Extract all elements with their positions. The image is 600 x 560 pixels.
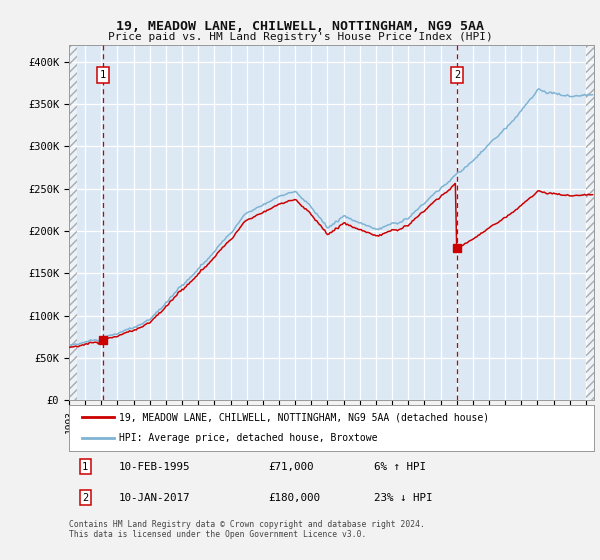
Text: £180,000: £180,000	[269, 493, 320, 503]
Text: Price paid vs. HM Land Registry's House Price Index (HPI): Price paid vs. HM Land Registry's House …	[107, 32, 493, 43]
Text: 2: 2	[82, 493, 88, 503]
Text: Contains HM Land Registry data © Crown copyright and database right 2024.
This d: Contains HM Land Registry data © Crown c…	[69, 520, 425, 539]
Text: 23% ↓ HPI: 23% ↓ HPI	[373, 493, 432, 503]
Text: 19, MEADOW LANE, CHILWELL, NOTTINGHAM, NG9 5AA: 19, MEADOW LANE, CHILWELL, NOTTINGHAM, N…	[116, 20, 484, 32]
Text: 10-JAN-2017: 10-JAN-2017	[119, 493, 190, 503]
Text: 10-FEB-1995: 10-FEB-1995	[119, 461, 190, 472]
Text: 19, MEADOW LANE, CHILWELL, NOTTINGHAM, NG9 5AA (detached house): 19, MEADOW LANE, CHILWELL, NOTTINGHAM, N…	[119, 412, 489, 422]
Text: £71,000: £71,000	[269, 461, 314, 472]
Text: 6% ↑ HPI: 6% ↑ HPI	[373, 461, 425, 472]
Text: 1: 1	[100, 70, 106, 80]
Text: 2: 2	[454, 70, 460, 80]
Text: HPI: Average price, detached house, Broxtowe: HPI: Average price, detached house, Brox…	[119, 433, 377, 444]
Text: 1: 1	[82, 461, 88, 472]
